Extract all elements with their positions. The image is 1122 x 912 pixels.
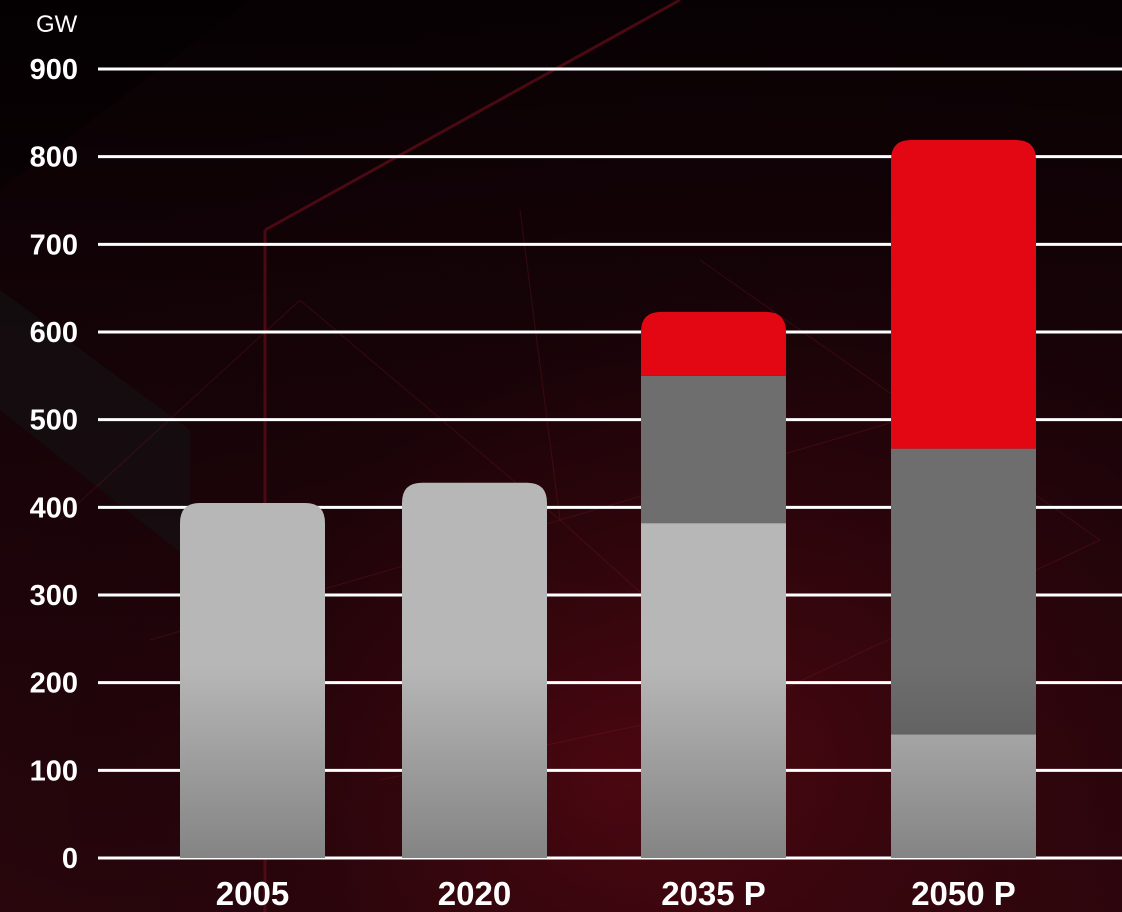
y-axis-ticks: 0 100 200 300 400 500 600 700 800 900 xyxy=(30,54,78,875)
y-axis-unit-label: GW xyxy=(36,11,78,38)
y-tick-label-0: 0 xyxy=(62,843,78,875)
bar-fade-4 xyxy=(891,665,1036,858)
y-tick-label-200: 200 xyxy=(30,668,78,700)
bar-bottom-fade xyxy=(180,665,1036,858)
y-tick-label-700: 700 xyxy=(30,229,78,261)
bar-2035-p-segment-3 xyxy=(641,311,786,376)
y-tick-label-100: 100 xyxy=(30,755,78,787)
x-axis-labels: 2005 2020 2035 P 2050 P xyxy=(216,875,1016,912)
bar-fade-2 xyxy=(402,665,547,858)
bar-2050-p-segment-3 xyxy=(891,140,1036,449)
x-tick-label-2020: 2020 xyxy=(438,875,511,912)
y-tick-label-600: 600 xyxy=(30,317,78,349)
y-tick-label-400: 400 xyxy=(30,492,78,524)
bar-fade-3 xyxy=(641,665,786,858)
y-tick-label-500: 500 xyxy=(30,405,78,437)
y-tick-label-900: 900 xyxy=(30,54,78,86)
bar-2035-p-segment-2 xyxy=(641,375,786,524)
y-tick-label-800: 800 xyxy=(30,142,78,174)
bar-fade-1 xyxy=(180,665,325,858)
x-tick-label-2035-p: 2035 P xyxy=(661,875,766,912)
x-tick-label-2050-p: 2050 P xyxy=(911,875,1016,912)
y-tick-label-300: 300 xyxy=(30,580,78,612)
x-tick-label-2005: 2005 xyxy=(216,875,289,912)
